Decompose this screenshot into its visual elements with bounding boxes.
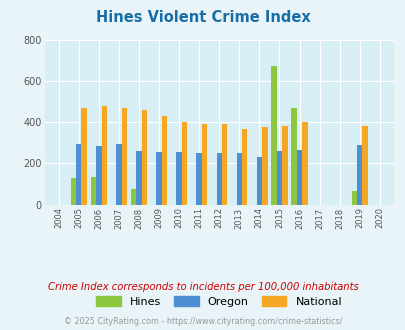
Bar — [156, 152, 161, 205]
Bar — [236, 153, 241, 205]
Text: © 2025 CityRating.com - https://www.cityrating.com/crime-statistics/: © 2025 CityRating.com - https://www.city… — [64, 317, 341, 326]
Bar — [90, 177, 96, 205]
Bar — [181, 122, 187, 205]
Bar — [161, 116, 167, 205]
Bar — [201, 124, 207, 205]
Bar — [256, 157, 262, 205]
Bar — [291, 108, 296, 205]
Bar — [196, 153, 201, 205]
Bar — [276, 151, 281, 205]
Bar — [141, 110, 147, 205]
Bar — [222, 124, 227, 205]
Bar — [301, 122, 307, 205]
Bar — [216, 153, 222, 205]
Bar — [96, 146, 101, 205]
Text: Crime Index corresponds to incidents per 100,000 inhabitants: Crime Index corresponds to incidents per… — [47, 282, 358, 292]
Bar — [356, 145, 362, 205]
Bar — [271, 66, 276, 205]
Bar — [281, 126, 287, 205]
Text: Hines Violent Crime Index: Hines Violent Crime Index — [96, 10, 309, 25]
Bar — [81, 108, 87, 205]
Bar — [136, 151, 141, 205]
Bar — [76, 144, 81, 205]
Bar — [130, 189, 136, 205]
Bar — [116, 144, 121, 205]
Bar — [296, 150, 301, 205]
Bar — [351, 191, 356, 205]
Bar — [176, 152, 181, 205]
Bar — [101, 106, 107, 205]
Bar — [262, 127, 267, 205]
Bar — [70, 178, 76, 205]
Bar — [362, 126, 367, 205]
Legend: Hines, Oregon, National: Hines, Oregon, National — [96, 296, 341, 307]
Bar — [241, 129, 247, 205]
Bar — [122, 108, 127, 205]
